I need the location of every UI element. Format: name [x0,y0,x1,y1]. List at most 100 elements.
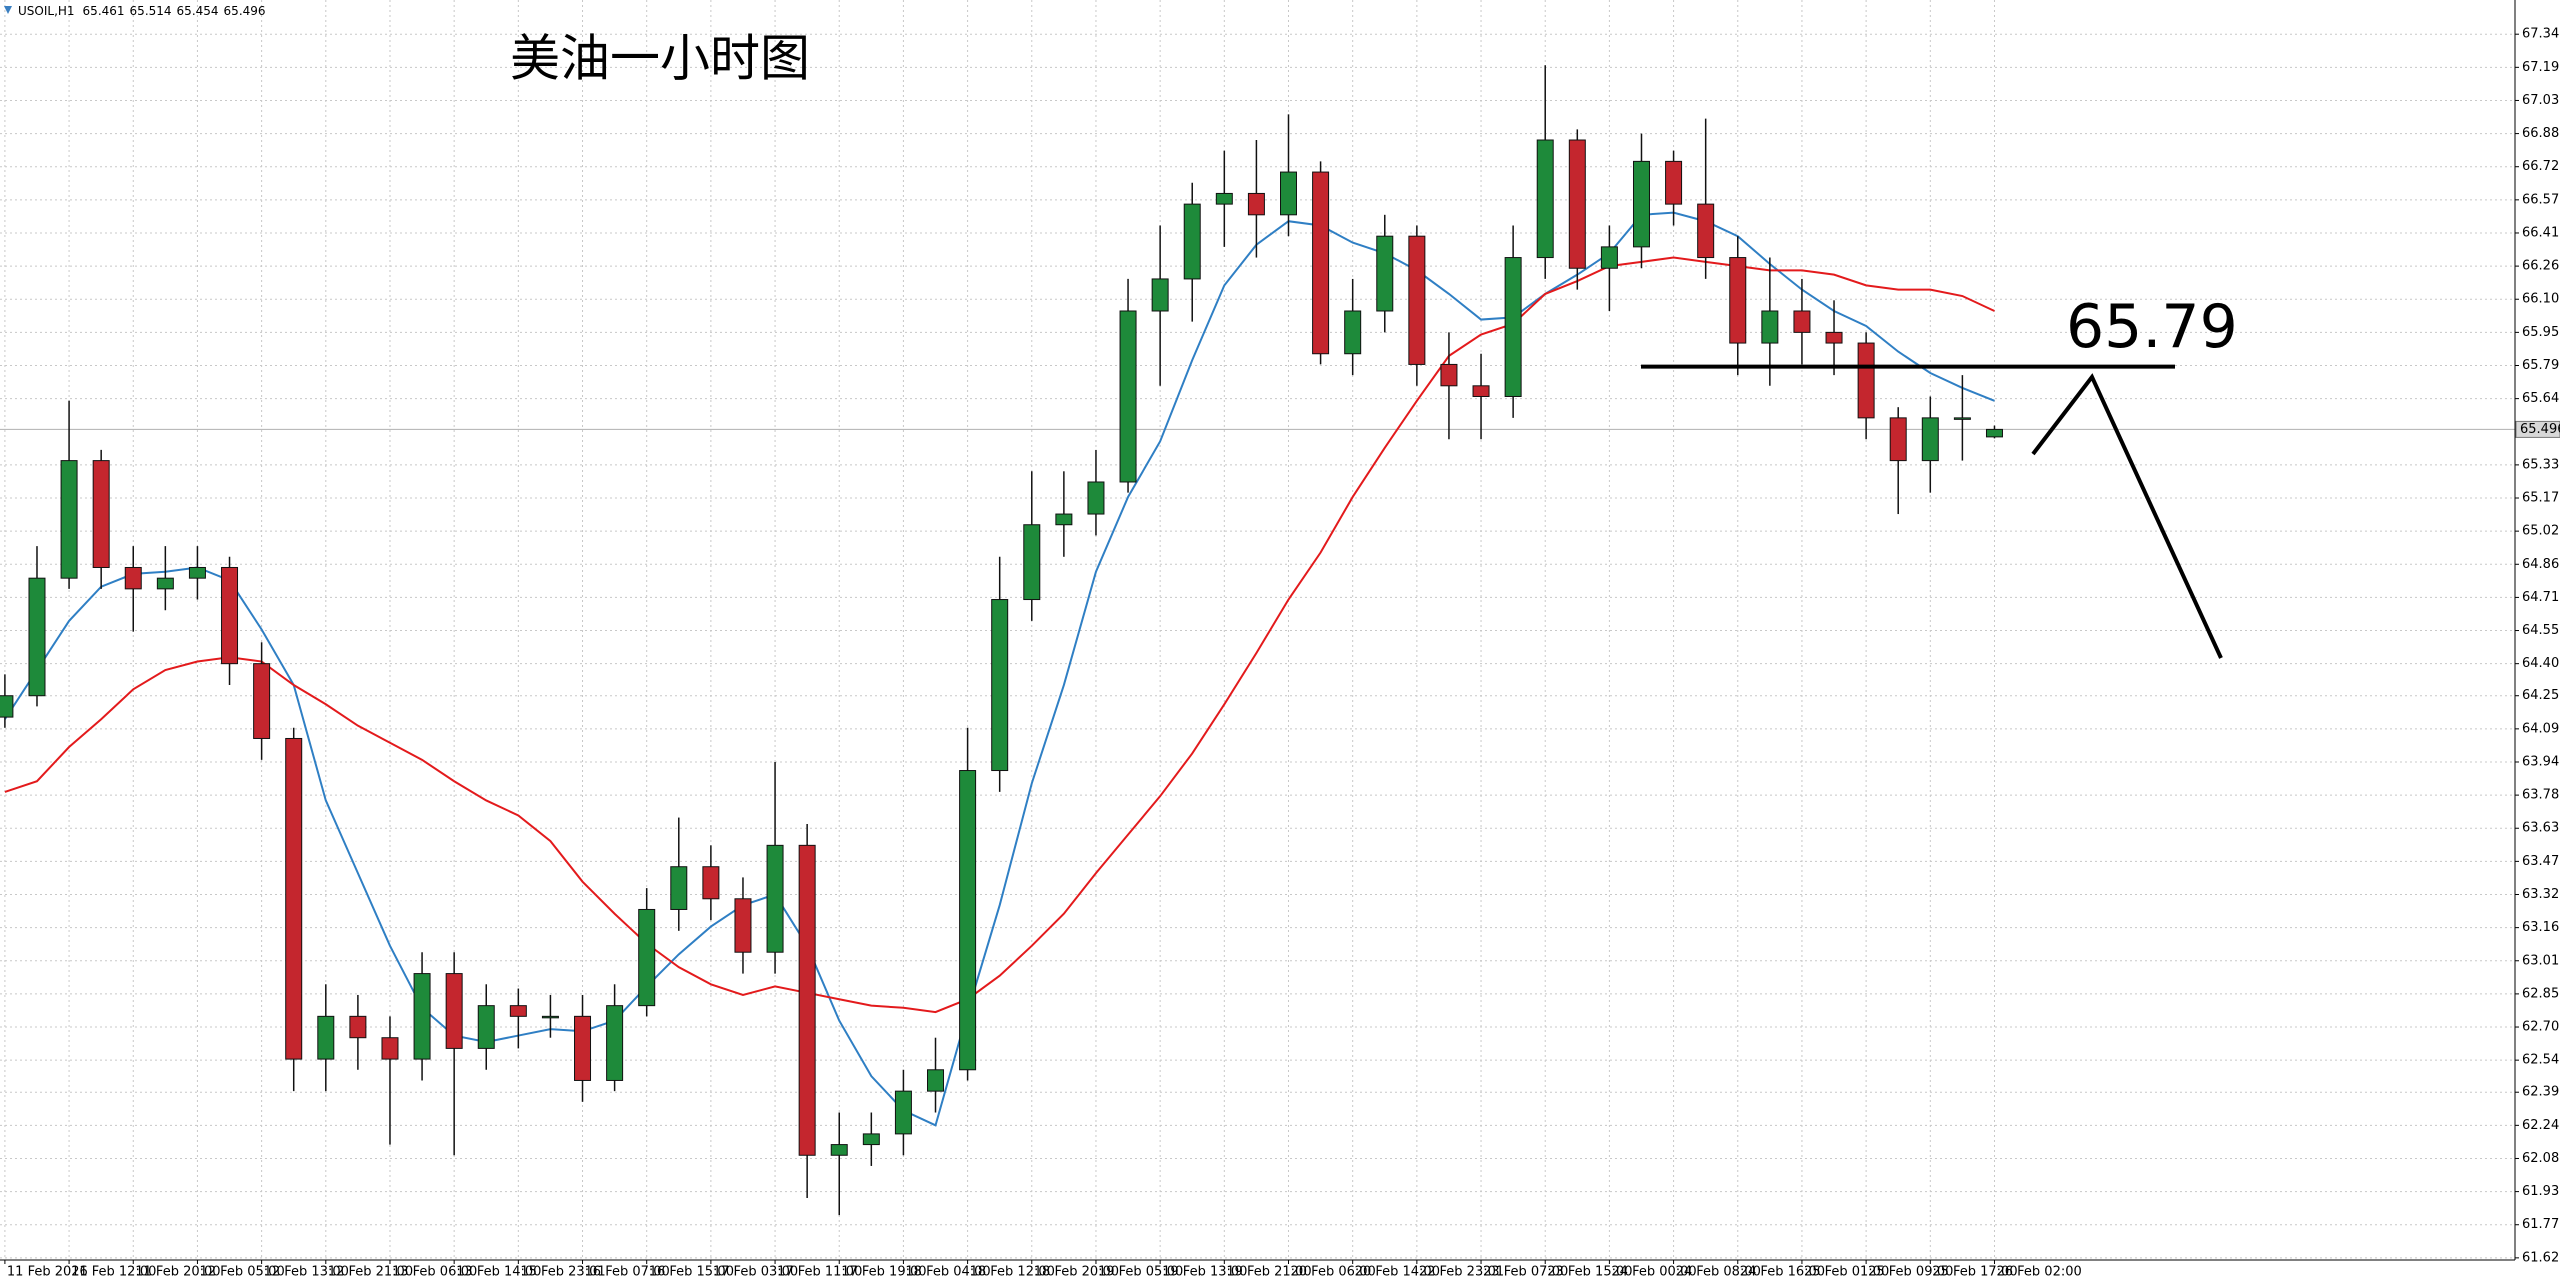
y-tick-label: 67.035 [2522,93,2560,108]
candle-body [413,973,431,1060]
grid [0,0,2515,1260]
candle-body [927,1069,945,1092]
candle-body [1312,171,1330,355]
candle-body [1087,481,1105,515]
candle-body [28,577,46,697]
y-tick-label: 63.630 [2522,821,2560,836]
candle-body [1280,171,1297,216]
candle-body [1119,310,1137,483]
candle-body [1985,428,2003,438]
y-tick-label: 66.415 [2522,225,2560,240]
candle-body [188,566,206,579]
candle-body [1472,385,1490,397]
y-tick-label: 66.725 [2522,159,2560,174]
x-tick-label: 19 Feb 05:00 [1098,1265,1183,1280]
candle-body [1600,246,1618,269]
y-tick-label: 65.640 [2522,391,2560,406]
y-tick-label: 65.020 [2522,524,2560,539]
candle-body [1376,235,1394,312]
y-tick-label: 62.395 [2522,1085,2560,1100]
candle-body [1344,310,1362,355]
candle-body [1793,310,1811,333]
x-tick-label: 18 Feb 12:00 [970,1265,1055,1280]
header-close: 65.496 [224,4,266,18]
candle-body [156,577,174,590]
candle-body [1408,235,1426,365]
x-tick-label: 25 Feb 09:00 [1868,1265,1953,1280]
y-tick-label: 62.545 [2522,1053,2560,1068]
y-tick-label: 64.250 [2522,688,2560,703]
header-high: 65.514 [130,4,172,18]
candle-body [638,908,656,1007]
candle-body [1440,363,1458,387]
y-tick-label: 63.320 [2522,887,2560,902]
candle-body [1729,257,1747,344]
x-tick-label: 18 Feb 20:00 [1034,1265,1119,1280]
x-tick-label: 12 Feb 05:00 [199,1265,284,1280]
x-tick-label: 23 Feb 07:00 [1483,1265,1568,1280]
current-price-box [2515,420,2560,438]
x-tick-label: 12 Feb 21:00 [328,1265,413,1280]
price-axis: 67.345 67.190 67.035 66.880 66.725 66.570 66.4… [4,27,2560,1280]
chart-header: USOIL,H1 65.461 65.514 65.454 65.496 [18,4,266,18]
candle-body [124,566,142,590]
x-tick-label: 25 Feb 01:00 [1804,1265,1889,1280]
x-tick-label: 17 Feb 19:00 [841,1265,926,1280]
candle-body [1023,524,1041,601]
candle-body [1697,203,1715,259]
y-tick-label: 65.330 [2522,457,2560,472]
candle-body [959,770,977,1071]
symbol: USOIL,H1 [18,4,75,18]
candle-body [0,695,14,718]
candle-body [541,1015,559,1019]
candle-body [253,663,271,739]
candle-body [991,599,1009,772]
y-tick-label: 66.105 [2522,292,2560,307]
candle-body [221,566,239,665]
moving-average [4,211,1995,1127]
candle-body [734,898,752,953]
y-tick-label: 64.710 [2522,590,2560,605]
projection-arrow [2031,373,2223,659]
candle-body [509,1005,527,1017]
y-tick-label: 66.570 [2522,192,2560,207]
candle-body [317,1015,335,1060]
y-tick-label: 61.620 [2522,1250,2560,1265]
x-tick-label: 16 Feb 07:00 [585,1265,670,1280]
moving-averages [4,211,1995,1127]
candle-body [92,460,110,568]
x-tick-label: 19 Feb 21:00 [1226,1265,1311,1280]
candle-body [1921,417,1939,462]
moving-average [4,256,1995,1014]
current-price-label: 65.496 [2520,422,2560,437]
candle-body [1055,513,1073,526]
candle-body [1151,278,1169,312]
candle-body [1857,342,1875,419]
candle-body [1536,139,1554,259]
x-tick-label: 22 Feb 23:01 [1419,1265,1504,1280]
chart-title: 美油一小时图 [510,30,810,88]
y-tick-label: 67.190 [2522,60,2560,75]
y-tick-label: 61.775 [2522,1217,2560,1232]
candle-body [1825,331,1843,344]
y-tick-label: 66.260 [2522,259,2560,274]
candle-body [574,1015,592,1081]
candles [0,65,2003,1216]
x-tick-label: 23 Feb 15:00 [1547,1265,1632,1280]
y-tick-label: 63.010 [2522,953,2560,968]
y-tick-label: 64.400 [2522,656,2560,671]
header-open: 65.461 [83,4,125,18]
candle-body [1665,160,1683,205]
x-tick-label: 17 Feb 11:00 [777,1265,862,1280]
x-tick-label: 25 Feb 17:00 [1932,1265,2017,1280]
y-tick-label: 63.785 [2522,788,2560,803]
y-tick-label: 63.940 [2522,754,2560,769]
y-tick-label: 62.855 [2522,986,2560,1001]
candle-body [702,866,720,900]
x-tick-label: 11 Feb 2026 [7,1265,88,1280]
candle-body [1215,192,1233,205]
x-tick-label: 20 Feb 14:00 [1355,1265,1440,1280]
x-tick-label: 20 Feb 06:00 [1291,1265,1376,1280]
